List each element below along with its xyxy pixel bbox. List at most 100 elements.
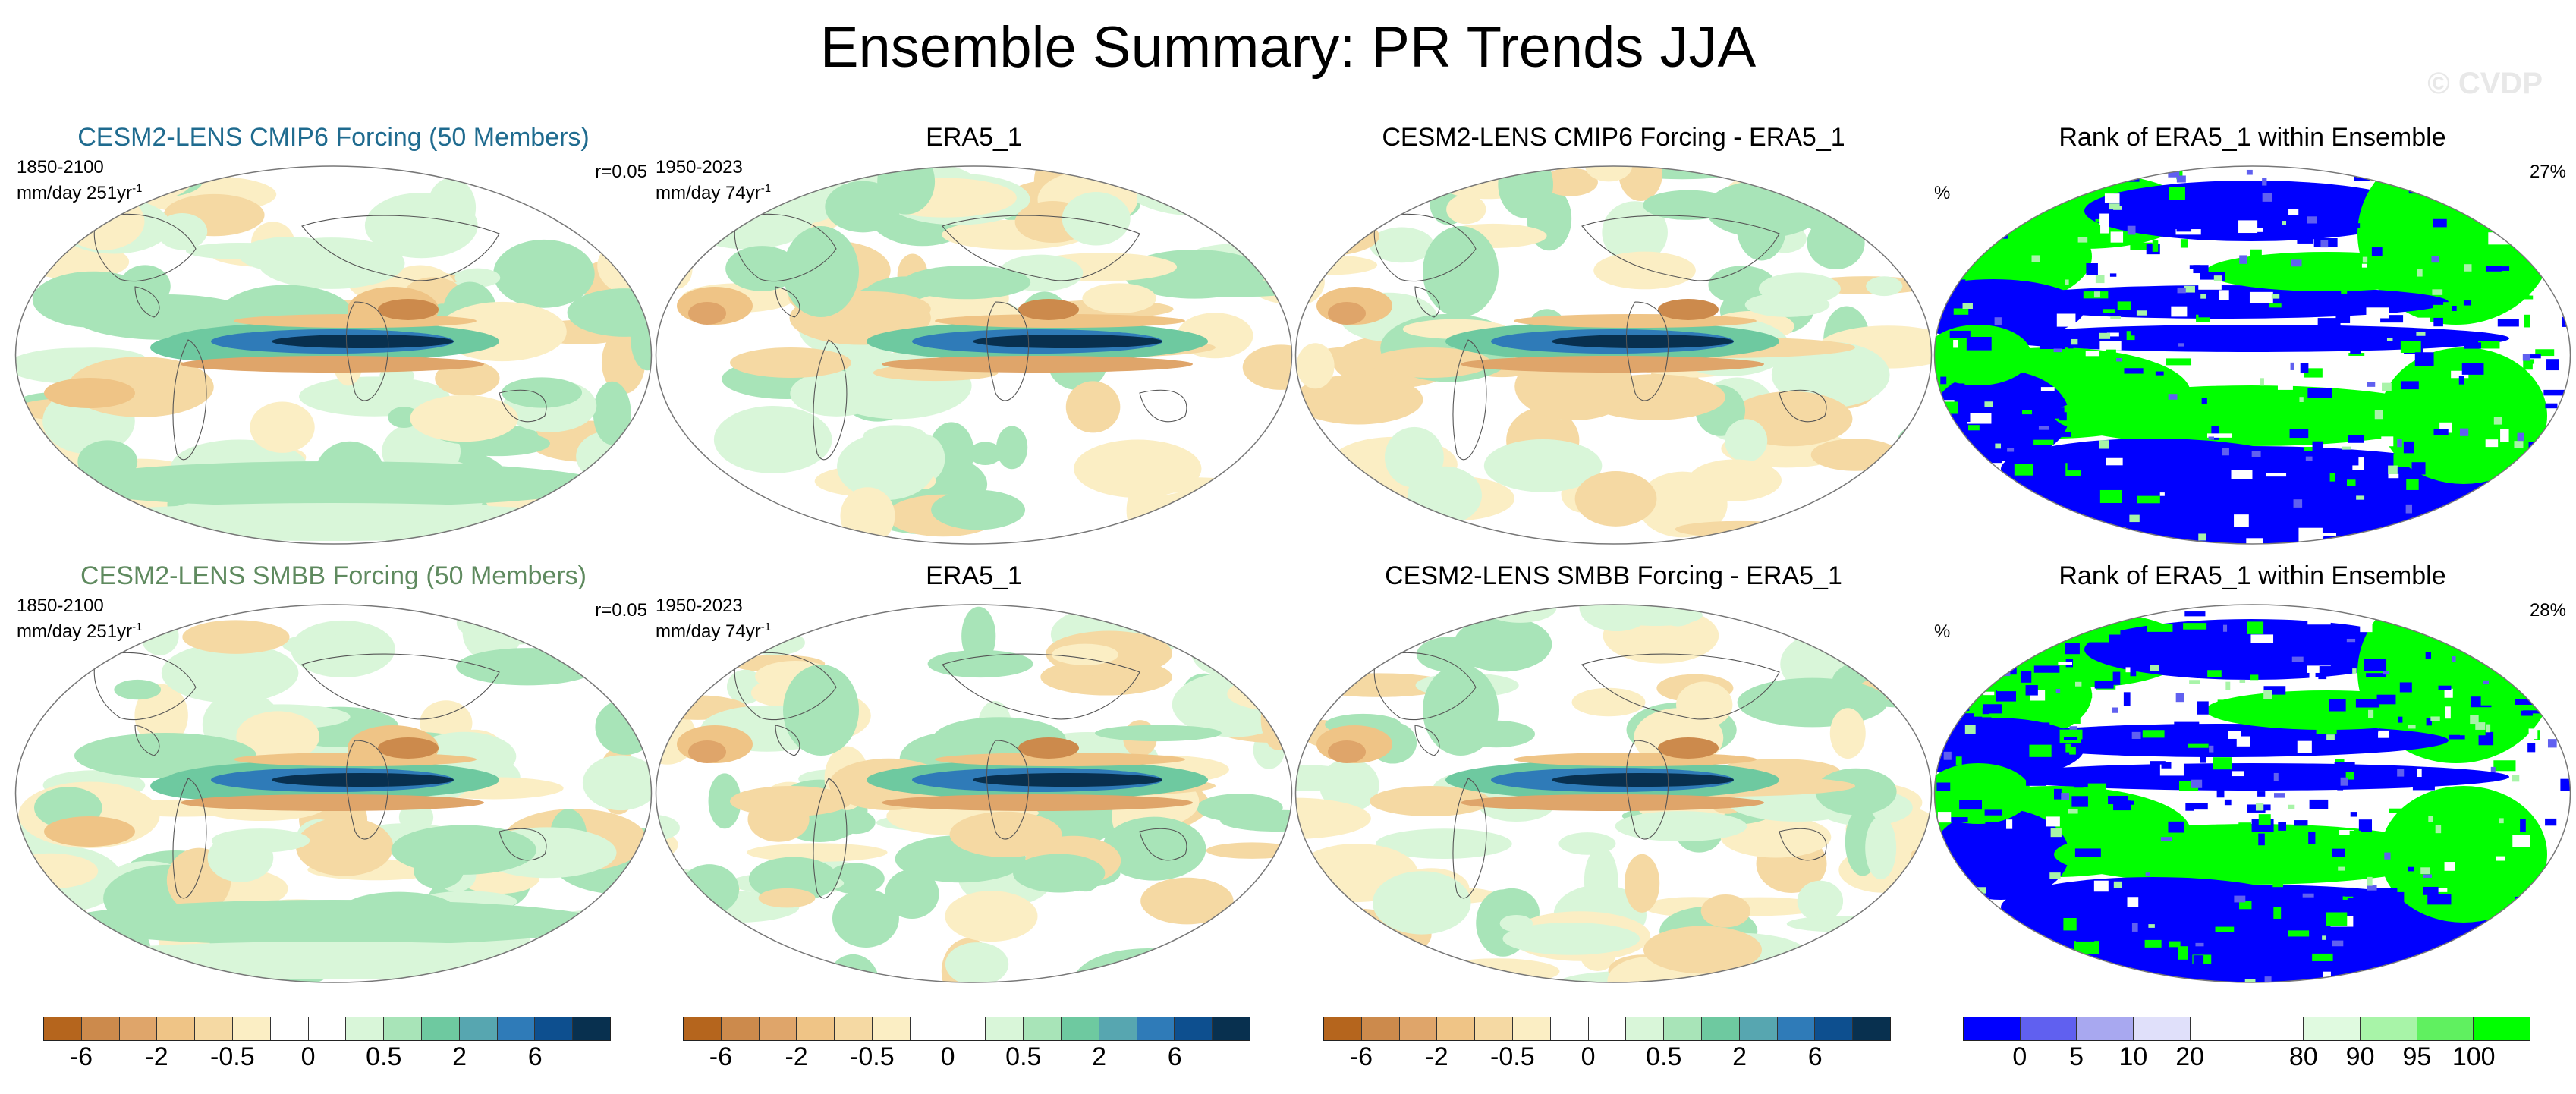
colorbar-swatch xyxy=(2417,1017,2474,1040)
trend-colorbar-1: -6 -2 -0.5 0 0.5 2 6 xyxy=(43,1017,611,1071)
panel-row1-difference: CESM2-LENS CMIP6 Forcing - ERA5_1 xyxy=(1294,120,1933,545)
colorbar-swatch xyxy=(2247,1017,2304,1040)
colorbar-swatch xyxy=(1777,1017,1816,1040)
colorbar-swatch xyxy=(157,1017,196,1040)
colorbar-tick-label: 0.5 xyxy=(1646,1042,1682,1071)
colorbar-tick-label: 0 xyxy=(2012,1042,2027,1071)
colorbar-swatch xyxy=(1964,1017,2021,1040)
trend-colorbar-3: -6 -2 -0.5 0 0.5 2 6 xyxy=(1323,1017,1891,1071)
colorbar-swatch xyxy=(270,1017,309,1040)
colorbar-swatch xyxy=(1024,1017,1062,1040)
panel-row2-model-trend: CESM2-LENS SMBB Forcing (50 Members) 185… xyxy=(14,558,653,983)
colorbar-tick-label: 80 xyxy=(2288,1042,2318,1071)
colorbar-swatch xyxy=(1588,1017,1627,1040)
cvdp-watermark: © CVDP xyxy=(2427,67,2543,100)
colorbar-swatch xyxy=(2190,1017,2247,1040)
panel-title: Rank of ERA5_1 within Ensemble xyxy=(2059,561,2446,590)
colorbar-swatch xyxy=(2134,1017,2191,1040)
panel-row2-rank: Rank of ERA5_1 within Ensemble % 28% xyxy=(1933,558,2572,983)
figure-title: Ensemble Summary: PR Trends JJA xyxy=(819,15,1757,80)
colorbar-swatch xyxy=(1701,1017,1740,1040)
colorbar-swatch xyxy=(308,1017,347,1040)
colorbar-swatch xyxy=(1475,1017,1513,1040)
colorbar-tick-label: -6 xyxy=(709,1042,732,1071)
colorbar-tick-label: 90 xyxy=(2345,1042,2375,1071)
units-label: mm/day 74yr-1 xyxy=(656,182,772,203)
colorbar-tick-label: 6 xyxy=(527,1042,543,1071)
colorbar-swatch xyxy=(1815,1017,1854,1040)
colorbar-swatch xyxy=(535,1017,574,1040)
correlation-label: r=0.05 xyxy=(595,162,647,182)
panel-row1-model-trend: CESM2-LENS CMIP6 Forcing (50 Members) 18… xyxy=(14,120,653,545)
correlation-label: r=0.05 xyxy=(595,600,647,621)
colorbar-tick-label: 6 xyxy=(1167,1042,1182,1071)
panel-title: CESM2-LENS SMBB Forcing - ERA5_1 xyxy=(1385,561,1842,590)
colorbar-swatch xyxy=(384,1017,422,1040)
colorbar-tick-label: 95 xyxy=(2402,1042,2432,1071)
colorbar-swatch xyxy=(1061,1017,1099,1040)
colorbar-swatch xyxy=(1550,1017,1589,1040)
colorbar-tick-label: -0.5 xyxy=(210,1042,255,1071)
colorbar-swatch xyxy=(835,1017,873,1040)
colorbar-tick-label: -2 xyxy=(145,1042,168,1071)
colorbar-tick-label: 2 xyxy=(1092,1042,1106,1071)
colorbar-swatch xyxy=(2474,1017,2530,1040)
colorbar-swatch xyxy=(44,1017,82,1040)
units-label: mm/day 251yr-1 xyxy=(17,182,143,203)
panel-row2-obs-trend: ERA5_1 1950-2023 mm/day 74yr-1 xyxy=(654,558,1294,983)
colorbar-tick-label: 6 xyxy=(1807,1042,1823,1071)
colorbar-swatch xyxy=(797,1017,835,1040)
panel-title: ERA5_1 xyxy=(926,561,1022,590)
colorbar-swatch xyxy=(1137,1017,1175,1040)
colorbar-swatch xyxy=(421,1017,460,1040)
colorbar-tick-label: -0.5 xyxy=(1490,1042,1535,1071)
colorbar-swatch xyxy=(759,1017,797,1040)
colorbar-swatch xyxy=(910,1017,948,1040)
colorbar-swatch xyxy=(1512,1017,1551,1040)
colorbar-tick-label: 2 xyxy=(1732,1042,1747,1071)
panel-title: CESM2-LENS CMIP6 Forcing - ERA5_1 xyxy=(1382,123,1845,152)
colorbar-swatch xyxy=(81,1017,120,1040)
period-label: 1950-2023 xyxy=(656,596,743,616)
period-label: 1950-2023 xyxy=(656,157,743,178)
colorbar-swatch xyxy=(2020,1017,2077,1040)
colorbar-swatch xyxy=(1853,1017,1890,1040)
colorbar-swatch xyxy=(119,1017,158,1040)
colorbar-swatch xyxy=(1664,1017,1702,1040)
units-label: mm/day 74yr-1 xyxy=(656,621,772,642)
colorbar-tick-label: 10 xyxy=(2118,1042,2148,1071)
colorbar-tick-label: 5 xyxy=(2069,1042,2084,1071)
units-label: mm/day 251yr-1 xyxy=(17,621,143,642)
panel-row2-difference: CESM2-LENS SMBB Forcing - ERA5_1 xyxy=(1294,558,1933,983)
panel-title: CESM2-LENS CMIP6 Forcing (50 Members) xyxy=(77,123,590,152)
colorbar-swatch xyxy=(1324,1017,1362,1040)
colorbar-swatch xyxy=(721,1017,760,1040)
period-label: 1850-2100 xyxy=(17,157,104,178)
colorbar-swatch xyxy=(573,1017,610,1040)
trend-map xyxy=(655,604,1293,983)
trend-map xyxy=(14,604,653,983)
colorbar-swatch xyxy=(986,1017,1024,1040)
panel-title: CESM2-LENS SMBB Forcing (50 Members) xyxy=(80,561,587,590)
panel-row1-obs-trend: ERA5_1 1950-2023 mm/day 74yr-1 xyxy=(654,120,1294,545)
trend-colorbar-2: -6 -2 -0.5 0 0.5 2 6 xyxy=(683,1017,1250,1071)
colorbar-swatch xyxy=(195,1017,233,1040)
colorbar-tick-label: 0 xyxy=(300,1042,316,1071)
panel-title: Rank of ERA5_1 within Ensemble xyxy=(2059,123,2446,152)
colorbar-swatch xyxy=(232,1017,271,1040)
panel-title: ERA5_1 xyxy=(926,123,1022,152)
colorbar-swatch xyxy=(1739,1017,1778,1040)
colorbar-tick-label: 0 xyxy=(940,1042,955,1071)
percent-unit-label: % xyxy=(1934,621,1951,642)
colorbar-tick-label: 100 xyxy=(2452,1042,2496,1071)
rank-map xyxy=(1933,165,2571,545)
colorbar-tick-label: 0 xyxy=(1581,1042,1596,1071)
colorbar-tick-label: 20 xyxy=(2175,1042,2205,1071)
trend-map xyxy=(655,165,1293,545)
colorbar-swatch xyxy=(497,1017,536,1040)
colorbar-swatch xyxy=(1213,1017,1250,1040)
colorbar-swatch xyxy=(1099,1017,1137,1040)
colorbar-swatch xyxy=(1175,1017,1213,1040)
difference-map xyxy=(1294,165,1933,545)
rank-percent-label: 28% xyxy=(2529,600,2566,621)
